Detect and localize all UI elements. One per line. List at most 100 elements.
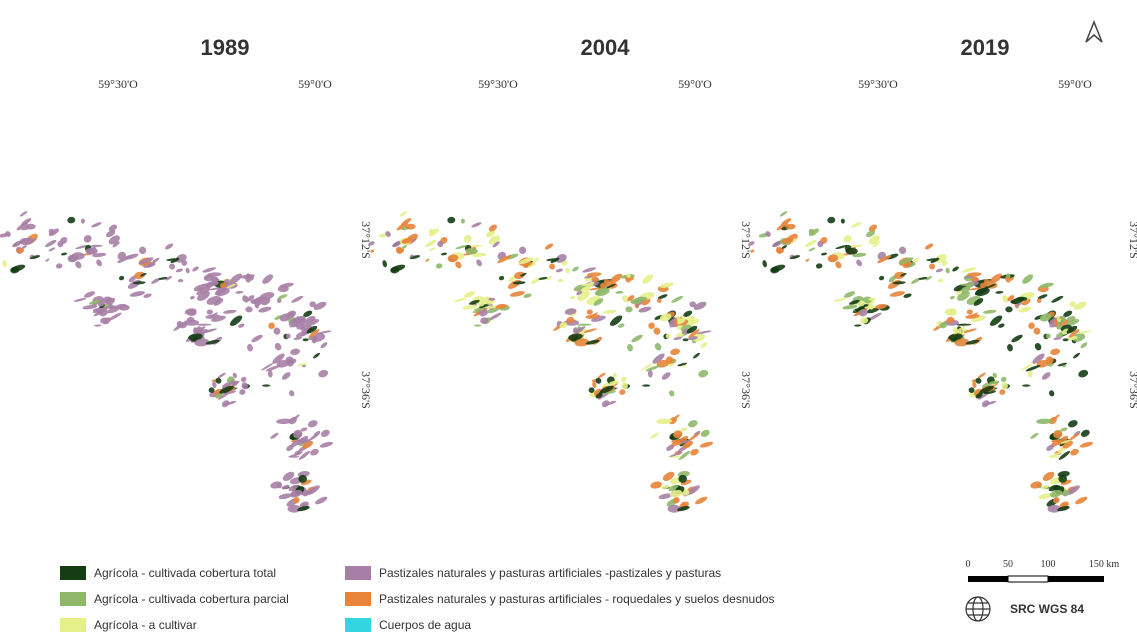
land-cover-patch [650, 480, 663, 489]
land-cover-patch [245, 306, 252, 312]
land-cover-patch [1041, 371, 1052, 381]
land-cover-patch [697, 369, 709, 379]
land-cover-patch [821, 252, 828, 256]
land-cover-patch [850, 245, 862, 248]
land-cover-patch [314, 495, 328, 506]
land-cover-patch [307, 419, 319, 429]
land-cover-patch [983, 309, 997, 314]
land-cover-patch [661, 371, 672, 381]
land-cover-patch [658, 492, 672, 500]
land-cover-patch [815, 263, 823, 269]
land-cover-patch [288, 389, 295, 397]
land-cover-patch [827, 216, 836, 223]
land-cover-patch [951, 265, 959, 272]
panel-year: 2019 [961, 35, 1010, 60]
land-cover-patch [671, 295, 684, 304]
land-cover-patch [221, 399, 231, 409]
legend-label: Pastizales naturales y pasturas artifici… [379, 566, 721, 580]
land-cover-patch [185, 267, 190, 273]
panel-year: 1989 [201, 35, 250, 60]
land-cover-patch [270, 432, 280, 440]
legend-swatch [60, 566, 86, 580]
land-cover-patch [1050, 348, 1061, 356]
land-cover-patch [1063, 338, 1069, 341]
land-cover-patch [1006, 343, 1013, 352]
land-cover-patch [700, 428, 711, 438]
land-cover-patch [435, 263, 443, 269]
legend-swatch [60, 618, 86, 632]
land-cover-patch [240, 376, 247, 383]
land-cover-patch [55, 263, 63, 269]
latitude-label: 37°12'S [359, 221, 373, 259]
land-cover-patch [834, 297, 847, 302]
longitude-label: 59°0'O [298, 77, 332, 91]
land-cover-patch [94, 324, 101, 326]
land-cover-patch [938, 279, 944, 282]
land-cover-patch [223, 309, 237, 314]
land-cover-patch [843, 234, 853, 244]
scale-label: 150 km [1089, 559, 1120, 570]
legend-label: Cuerpos de agua [379, 618, 471, 632]
land-cover-patch [889, 290, 905, 298]
land-cover-patch [441, 252, 448, 256]
land-cover-patch [603, 309, 617, 314]
land-cover-patch [81, 218, 85, 223]
land-cover-patch [1001, 381, 1009, 390]
longitude-label: 59°30'O [98, 77, 138, 91]
land-cover-patch [700, 341, 709, 349]
land-cover-patch [303, 338, 309, 341]
land-cover-patch [91, 221, 102, 228]
land-cover-patch [878, 275, 884, 281]
land-cover-patch [692, 352, 700, 359]
land-cover-patch [197, 324, 212, 326]
land-cover-patch [239, 389, 246, 396]
land-cover-patch [630, 333, 643, 343]
land-cover-patch [935, 268, 943, 273]
land-cover-patch [48, 247, 56, 252]
land-cover-patch [168, 262, 176, 270]
land-cover-patch [570, 295, 576, 300]
land-cover-patch [1067, 419, 1079, 429]
land-cover-patch [90, 245, 102, 248]
panels: 198959°30'O59°0'O37°12'S37°36'S200459°30… [0, 35, 1137, 513]
land-cover-patch [1074, 495, 1088, 506]
land-cover-patch [45, 258, 50, 262]
land-cover-patch [206, 309, 213, 315]
land-cover-patch [1079, 441, 1093, 449]
land-cover-patch [577, 324, 592, 326]
land-cover-patch [474, 324, 481, 326]
legend-label: Pastizales naturales y pasturas artifici… [379, 592, 775, 606]
land-cover-patch [428, 247, 436, 252]
land-cover-patch [689, 448, 700, 457]
land-cover-patch [1048, 389, 1055, 397]
land-cover-patch [910, 277, 921, 285]
land-cover-patch [626, 343, 633, 352]
land-cover-patch [454, 297, 467, 302]
land-cover-patch [67, 216, 76, 223]
land-cover-patch [641, 273, 655, 286]
land-cover-patch [118, 275, 124, 281]
land-cover-patch [463, 234, 473, 244]
land-cover-patch [237, 323, 245, 329]
land-cover-patch [1072, 300, 1087, 311]
land-cover-patch [530, 277, 541, 285]
land-cover-patch [1018, 306, 1032, 314]
legend-label: Agrícola - cultivada cobertura total [94, 566, 276, 580]
land-cover-patch [191, 265, 199, 272]
land-cover-patch [1080, 341, 1089, 349]
land-cover-patch [1022, 384, 1030, 386]
longitude-label: 59°0'O [1058, 77, 1092, 91]
land-cover-patch [95, 258, 103, 267]
land-cover-patch [175, 268, 183, 273]
land-cover-patch [447, 216, 456, 223]
land-cover-patch [668, 389, 675, 397]
latitude-label: 37°36'S [1127, 371, 1137, 409]
land-cover-patch [425, 258, 430, 262]
land-cover-patch [518, 246, 527, 255]
land-cover-patch [454, 260, 463, 269]
land-cover-patch [164, 242, 174, 250]
longitude-label: 59°30'O [478, 77, 518, 91]
legend-swatch [345, 618, 371, 632]
land-cover-patch [620, 376, 627, 383]
land-cover-patch [548, 262, 556, 270]
